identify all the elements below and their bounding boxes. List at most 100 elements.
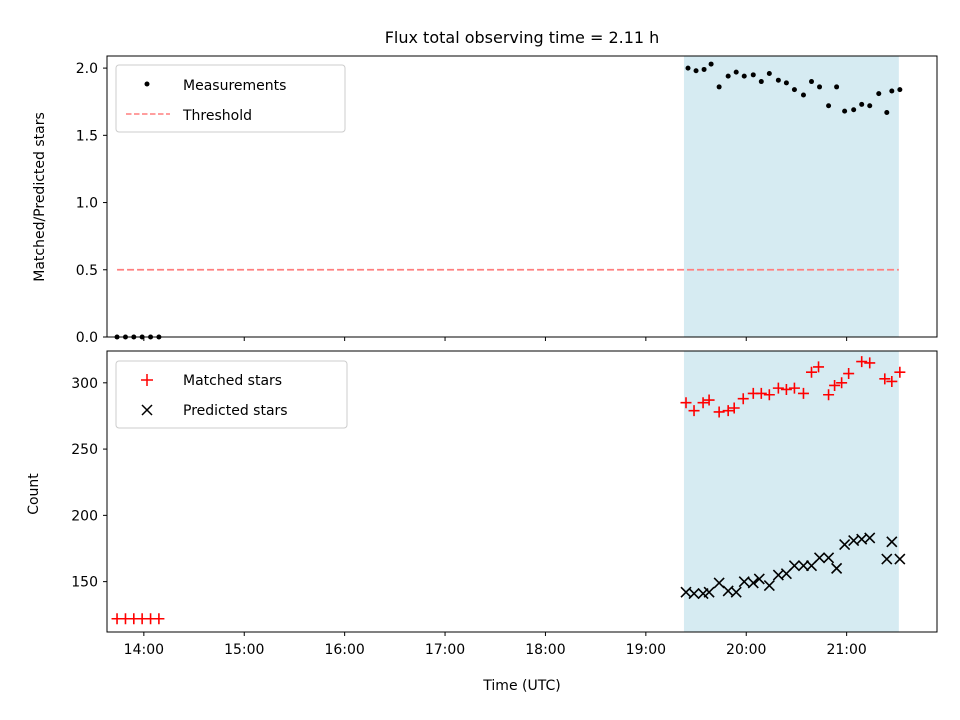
x-tick-label: 20:00 xyxy=(726,642,766,658)
ratio-y-tick-label: 1.0 xyxy=(76,196,98,212)
x-tick-label: 14:00 xyxy=(124,642,164,658)
measurement-point xyxy=(685,65,691,71)
measurement-point xyxy=(775,77,781,83)
matched-star-point xyxy=(688,405,700,417)
count-y-tick-label: 250 xyxy=(71,442,98,458)
matched-star-point xyxy=(703,394,715,406)
count-plot-frame xyxy=(106,350,938,633)
predicted-star-point xyxy=(823,552,835,564)
ratio-plot-frame xyxy=(106,55,938,338)
matched-star-point xyxy=(879,373,891,385)
x-axis-label: Time (UTC) xyxy=(482,678,560,694)
matched-star-point xyxy=(153,613,165,625)
predicted-star-point xyxy=(864,532,876,544)
matched-star-point xyxy=(813,361,825,373)
predicted-star-point xyxy=(713,577,725,589)
count-panel: 150 200 250 300 14:00 15:00 16:00 17:00 18:00 19… xyxy=(26,350,938,694)
measurement-point xyxy=(693,68,699,74)
legend-measurements-marker xyxy=(144,81,150,87)
predicted-star-point xyxy=(881,553,893,565)
measurement-point xyxy=(791,87,797,93)
matched-star-point xyxy=(829,379,841,391)
chart-title: Flux total observing time = 2.11 h xyxy=(385,28,660,47)
matched-star-point xyxy=(843,368,855,380)
matched-star-point xyxy=(755,387,767,399)
legend-threshold-label: Threshold xyxy=(182,108,252,124)
ratio-legend-box xyxy=(115,64,346,133)
matched-star-point xyxy=(772,382,784,394)
ratio-x-ticks xyxy=(143,337,848,341)
ratio-y-tick-label: 0.5 xyxy=(76,263,98,279)
predicted-star-point xyxy=(730,586,742,598)
x-tick-label: 17:00 xyxy=(425,642,465,658)
x-tick-label: 15:00 xyxy=(224,642,264,658)
measurement-point xyxy=(851,107,857,113)
ratio-y-axis: 0.0 0.5 1.0 1.5 2.0 xyxy=(76,61,107,346)
measurement-point xyxy=(766,70,772,76)
predicted-star-point xyxy=(831,562,843,574)
measurement-point xyxy=(783,80,789,86)
ratio-y-tick-label: 1.5 xyxy=(76,128,98,144)
matched-star-point xyxy=(886,375,898,387)
measurement-point xyxy=(817,84,823,90)
matched-star-point xyxy=(806,366,818,378)
matched-star-point xyxy=(788,382,800,394)
measurement-point xyxy=(725,73,731,79)
count-legend-box xyxy=(115,360,348,429)
measurement-point xyxy=(897,87,903,93)
matched-star-point xyxy=(780,383,792,395)
measurement-point xyxy=(701,66,707,72)
matched-star-point xyxy=(864,357,876,369)
ratio-y-tick-label: 0.0 xyxy=(76,330,98,346)
predicted-star-point xyxy=(688,587,700,600)
measurement-point xyxy=(716,84,722,90)
measurement-point xyxy=(834,84,840,90)
measurement-point xyxy=(842,108,848,114)
measurement-point xyxy=(708,61,714,67)
measurement-point xyxy=(750,72,756,78)
predicted-star-point xyxy=(738,576,750,588)
predicted-star-point xyxy=(813,552,826,564)
ratio-panel: 0.00.51.01.52.0 Matched/Predicted stars … xyxy=(32,55,938,346)
measurement-point xyxy=(867,103,873,109)
count-x-axis: 14:00 15:00 16:00 17:00 18:00 19:00 20:00 21:00 xyxy=(124,632,867,658)
count-y-tick-label: 200 xyxy=(71,508,98,524)
count-y-tick-label: 150 xyxy=(71,575,98,591)
x-tick-label: 19:00 xyxy=(626,642,666,658)
matched-star-point xyxy=(713,406,725,418)
predicted-star-point xyxy=(753,573,765,585)
matched-star-point xyxy=(797,387,809,399)
predicted-star-point xyxy=(894,553,906,565)
measurement-point xyxy=(826,103,832,109)
matched-star-point xyxy=(856,356,868,368)
ratio-highlight-span xyxy=(683,56,899,337)
x-tick-label: 21:00 xyxy=(826,642,866,658)
measurement-point xyxy=(884,109,890,115)
legend-matched-marker xyxy=(141,374,153,386)
count-y-axis-label: Count xyxy=(26,473,42,515)
measurement-point xyxy=(741,73,747,79)
predicted-star-point xyxy=(797,560,810,572)
legend-measurements-label: Measurements xyxy=(183,78,286,94)
matched-star-point xyxy=(722,405,734,417)
predicted-star-point xyxy=(788,560,800,572)
matched-star-point xyxy=(763,389,775,401)
matched-star-point xyxy=(697,397,709,409)
legend-predicted-label: Predicted stars xyxy=(183,403,288,419)
measurement-point xyxy=(859,101,865,107)
x-tick-label: 18:00 xyxy=(525,642,565,658)
matched-star-point xyxy=(836,377,848,389)
matched-star-point xyxy=(823,389,835,401)
count-y-axis: 150 200 250 300 xyxy=(71,376,107,591)
measurement-point xyxy=(889,88,895,94)
predicted-star-point xyxy=(839,538,851,551)
legend-matched-label: Matched stars xyxy=(183,373,282,389)
ratio-y-tick-label: 2.0 xyxy=(76,61,98,77)
x-tick-label: 16:00 xyxy=(324,642,364,658)
measurement-point xyxy=(876,91,882,97)
legend-predicted-marker xyxy=(141,404,153,416)
matched-star-point xyxy=(680,397,692,409)
predicted-star-point xyxy=(886,536,898,548)
count-highlight-span xyxy=(683,351,899,632)
